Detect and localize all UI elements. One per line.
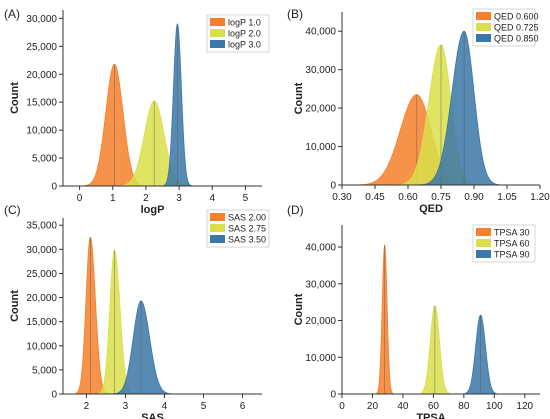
x-tick-label: 0.90 <box>464 192 484 203</box>
x-tick-label: 100 <box>486 401 503 412</box>
x-tick-label: 6 <box>240 401 246 412</box>
legend-label: TPSA 90 <box>494 250 530 260</box>
x-tick-label: 1.05 <box>497 192 517 203</box>
legend-label: QED 0.725 <box>494 23 539 33</box>
legend-label: TPSA 30 <box>494 228 530 238</box>
x-tick-label: 40 <box>397 401 409 412</box>
x-tick-label: 0 <box>339 401 345 412</box>
y-axis-title: Count <box>293 293 305 325</box>
y-tick-label: 0 <box>51 390 57 401</box>
x-tick-label: 5 <box>201 401 207 412</box>
panel-b: 0.30 0.45 0.60 0.75 0.90 1.05 1.20 0 10,000 20,00… <box>287 7 550 215</box>
legend-swatch <box>210 235 225 243</box>
legend-label: SAS 2.75 <box>228 224 266 234</box>
x-tick-label: 60 <box>428 401 440 412</box>
y-tick-label: 15,000 <box>26 98 57 109</box>
series-area <box>420 30 501 186</box>
panel-label: (D) <box>287 203 304 217</box>
legend-swatch <box>210 213 225 221</box>
legend-label: SAS 2.00 <box>228 213 266 223</box>
legend-swatch <box>476 250 491 258</box>
panel-label: (B) <box>287 7 303 21</box>
legend-swatch <box>210 18 225 26</box>
legend-label: logP 3.0 <box>228 40 261 50</box>
x-tick-label: 2 <box>143 193 149 204</box>
x-tick-label: 0.60 <box>398 192 418 203</box>
y-tick-label: 35,000 <box>26 221 57 232</box>
legend-swatch <box>210 224 225 232</box>
y-axis-title: Count <box>9 82 21 114</box>
x-tick-label: 0.30 <box>332 192 352 203</box>
series-area <box>112 300 173 395</box>
y-tick-label: 10,000 <box>305 142 336 153</box>
legend-label: logP 2.0 <box>228 29 261 39</box>
y-tick-label: 10,000 <box>26 126 57 137</box>
x-tick-label: 5 <box>243 193 249 204</box>
y-tick-label: 0 <box>330 181 336 192</box>
x-tick-label: 20 <box>367 401 379 412</box>
legend-label: SAS 3.50 <box>228 235 266 245</box>
legend-swatch <box>476 23 491 31</box>
legend-label: logP 1.0 <box>228 18 261 28</box>
legend-swatch <box>476 228 491 236</box>
y-tick-label: 40,000 <box>305 27 336 38</box>
panel-d: 0 20 40 60 80 100 120 0 10,000 20,000 30,000 40,000… <box>287 203 540 419</box>
x-axis-title: SAS <box>141 412 164 419</box>
legend-label: QED 0.600 <box>494 12 539 22</box>
x-tick-label: 4 <box>162 401 168 412</box>
y-tick-label: 0 <box>51 182 57 193</box>
legend-label: QED 0.850 <box>494 34 539 44</box>
y-tick-label: 10,000 <box>26 341 57 352</box>
x-tick-label: 4 <box>209 193 215 204</box>
y-axis-title: Count <box>9 290 21 322</box>
series-area <box>74 236 109 395</box>
x-tick-label: 120 <box>516 401 533 412</box>
x-tick-label: 1.20 <box>530 192 550 203</box>
x-tick-label: 0.45 <box>365 192 385 203</box>
x-tick-label: 80 <box>458 401 470 412</box>
legend-label: TPSA 60 <box>494 239 530 249</box>
y-tick-label: 40,000 <box>305 243 336 254</box>
y-tick-label: 30,000 <box>305 65 336 76</box>
y-tick-label: 20,000 <box>305 104 336 115</box>
legend-swatch <box>210 40 225 48</box>
x-axis-title: TPSA <box>416 412 445 419</box>
x-axis-title: QED <box>419 203 443 215</box>
x-tick-label: 1 <box>110 193 116 204</box>
y-tick-label: 25,000 <box>26 42 57 53</box>
y-tick-label: 30,000 <box>26 14 57 25</box>
y-tick-label: 5,000 <box>32 154 57 165</box>
x-tick-label: 3 <box>123 401 129 412</box>
x-tick-label: 0.75 <box>431 192 451 203</box>
legend-swatch <box>476 12 491 20</box>
y-tick-label: 25,000 <box>26 269 57 280</box>
y-tick-label: 20,000 <box>26 293 57 304</box>
y-tick-label: 0 <box>330 390 336 401</box>
panel-label: (A) <box>4 7 20 21</box>
panel-a: 0 1 2 3 4 5 0 5,000 10,000 15,000 20,000 25,000 30,0… <box>4 7 270 216</box>
x-axis-title: logP <box>141 204 165 216</box>
y-tick-label: 30,000 <box>26 245 57 256</box>
legend-swatch <box>476 239 491 247</box>
y-tick-label: 20,000 <box>26 70 57 81</box>
x-tick-label: 3 <box>176 193 182 204</box>
x-tick-label: 0 <box>77 193 83 204</box>
panel-label: (C) <box>4 203 21 217</box>
x-tick-label: 2 <box>84 401 90 412</box>
legend-swatch <box>210 29 225 37</box>
legend-swatch <box>476 34 491 42</box>
y-tick-label: 5,000 <box>32 365 57 376</box>
y-tick-label: 20,000 <box>305 316 336 327</box>
y-tick-label: 15,000 <box>26 317 57 328</box>
y-tick-label: 10,000 <box>305 353 336 364</box>
panel-c: 2 3 4 5 6 0 5,000 10,000 15,000 20,000 25,000 30,00… <box>4 203 270 419</box>
y-axis-title: Count <box>293 82 305 114</box>
y-tick-label: 30,000 <box>305 279 336 290</box>
